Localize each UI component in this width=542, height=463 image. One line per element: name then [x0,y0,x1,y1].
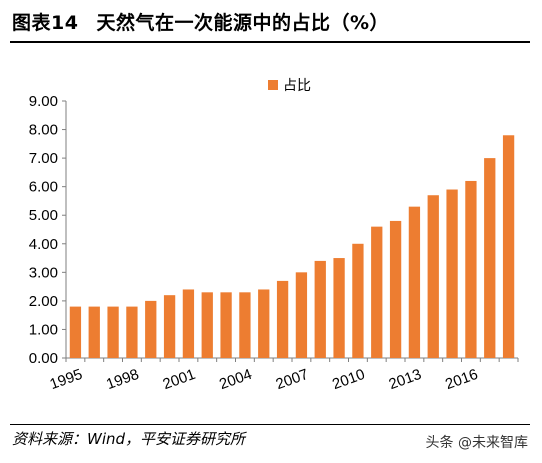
y-tick-label: 7.00 [29,150,58,167]
bar [408,206,421,358]
bar [69,306,82,358]
bar [295,272,308,358]
y-tick-label: 6.00 [29,179,58,196]
figure-label: 图表14 [12,12,79,34]
bar [201,292,213,358]
y-tick-label: 2.00 [29,293,58,310]
y-tick-label: 3.00 [29,264,58,281]
bar [502,135,515,358]
bar [258,289,270,358]
y-tick-label: 5.00 [29,207,58,224]
source-rule [10,424,530,425]
bar [465,180,477,358]
x-tick-label: 2007 [274,366,311,393]
bar [276,280,289,358]
bar [371,226,383,358]
bar [484,158,496,358]
x-tick-label: 2004 [217,366,254,393]
x-tick-label: 2001 [161,366,198,393]
x-tick-label: 1995 [48,366,85,393]
legend-label: 占比 [283,78,311,94]
bar [107,306,119,358]
y-tick-label: 0.00 [29,350,58,367]
bar [333,258,345,358]
bar [220,292,232,358]
y-tick-label: 1.00 [29,321,58,338]
legend-swatch [268,80,278,90]
figure-title-text: 天然气在一次能源中的占比（%） [96,12,389,34]
bar [182,289,195,358]
x-tick-label: 2016 [443,366,480,393]
y-tick-label: 9.00 [29,93,58,110]
bar [352,243,364,358]
bar [239,292,251,358]
bar [389,220,402,358]
y-tick-label: 8.00 [29,122,58,139]
x-tick-label: 2013 [387,366,424,393]
x-tick-label: 1998 [104,366,141,393]
bar [145,300,157,358]
source-note: 资料来源：Wind，平安证券研究所 [12,430,246,448]
x-tick-label: 2010 [330,366,367,393]
bar [88,306,100,358]
bar [427,195,439,358]
bar [446,189,458,358]
y-tick-label: 4.00 [29,236,58,253]
watermark: 头条 @未来智库 [425,435,528,451]
figure-title: 图表14 天然气在一次能源中的占比（%） [12,8,389,35]
bar [126,306,138,358]
title-rule [10,41,530,43]
bar [314,260,326,358]
bar [163,295,176,358]
